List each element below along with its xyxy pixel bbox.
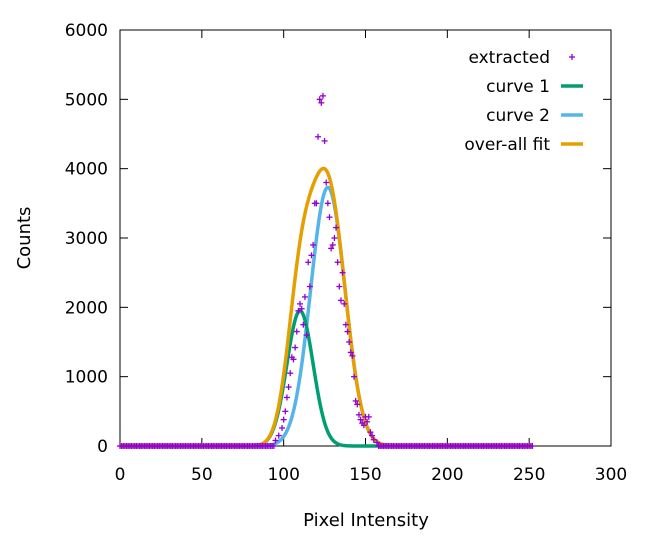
data-point	[324, 200, 331, 207]
data-point	[333, 224, 340, 231]
data-point	[297, 300, 304, 307]
data-point	[354, 401, 361, 408]
y-tick-label: 1000	[65, 368, 108, 388]
data-point	[326, 214, 333, 221]
data-point	[285, 384, 292, 391]
data-point	[360, 422, 367, 429]
data-point	[292, 344, 299, 351]
points	[117, 92, 536, 449]
y-tick-label: 4000	[65, 160, 108, 180]
data-point	[365, 413, 372, 420]
legend: extracted curve 1 curve 2 over-all fit	[464, 48, 583, 155]
data-point	[352, 397, 359, 404]
y-tick-label: 5000	[65, 90, 108, 110]
legend-label: extracted	[468, 48, 550, 68]
data-point	[346, 339, 353, 345]
data-point	[287, 370, 294, 377]
data-point	[339, 269, 346, 276]
data-point	[272, 437, 279, 444]
data-point	[315, 133, 322, 140]
data-point	[319, 92, 326, 99]
data-point	[342, 321, 349, 328]
x-tick-label: 250	[513, 465, 545, 485]
series-line-curve-1	[119, 309, 534, 448]
data-point	[282, 408, 289, 415]
data-point	[321, 137, 328, 144]
y-tick-label: 6000	[65, 21, 108, 41]
data-point	[329, 241, 336, 248]
data-point	[337, 297, 344, 304]
data-point	[355, 411, 362, 418]
data-point	[357, 416, 364, 423]
data-point	[336, 283, 343, 290]
legend-label: curve 1	[486, 77, 550, 97]
data-point	[328, 245, 335, 252]
data-point	[351, 373, 358, 380]
series-line-over-all-fit	[119, 166, 534, 448]
axes: 0 50 100 150 200 250 3000100020003000400050006…	[65, 21, 627, 485]
data-point	[303, 332, 310, 339]
data-point	[301, 293, 308, 300]
x-tick-label: 50	[191, 465, 213, 485]
data-point	[300, 321, 307, 328]
data-point	[370, 436, 377, 443]
legend-label: curve 2	[486, 106, 550, 126]
data-point	[334, 259, 341, 266]
y-tick-label: 3000	[65, 229, 108, 249]
data-point	[275, 432, 282, 439]
y-tick-label: 2000	[65, 298, 108, 318]
x-tick-label: 150	[349, 465, 381, 485]
data-point	[318, 99, 325, 106]
y-axis-label: Counts	[14, 207, 35, 270]
series-line-curve-2	[119, 185, 534, 448]
data-point	[310, 241, 317, 248]
data-point	[369, 432, 376, 439]
data-point	[347, 349, 354, 356]
data-point	[290, 356, 297, 363]
data-point	[280, 416, 287, 423]
x-tick-label: 100	[267, 465, 299, 485]
data-point	[331, 235, 338, 241]
data-point	[293, 328, 300, 335]
data-point	[367, 429, 374, 436]
data-point	[305, 259, 312, 266]
x-axis-label: Pixel Intensity	[303, 510, 429, 531]
data-point	[373, 439, 380, 446]
data-point	[529, 443, 536, 449]
data-point	[341, 300, 348, 307]
curves	[119, 166, 534, 448]
x-tick-label: 200	[431, 465, 463, 485]
x-tick-label: 0	[115, 465, 126, 485]
data-point	[349, 352, 356, 359]
data-point	[569, 54, 575, 60]
legend-label: over-all fit	[464, 135, 550, 155]
data-point	[283, 394, 290, 401]
data-point	[313, 200, 320, 207]
data-point	[295, 307, 302, 314]
x-tick-label: 300	[595, 465, 627, 485]
data-point	[279, 424, 286, 431]
data-point	[270, 443, 277, 449]
data-point	[316, 96, 323, 103]
data-point	[364, 418, 371, 425]
data-point	[323, 179, 330, 186]
data-point	[308, 252, 315, 259]
y-tick-label: 0	[97, 437, 108, 457]
data-point	[306, 283, 313, 290]
data-point	[344, 328, 351, 335]
data-point	[298, 305, 305, 312]
